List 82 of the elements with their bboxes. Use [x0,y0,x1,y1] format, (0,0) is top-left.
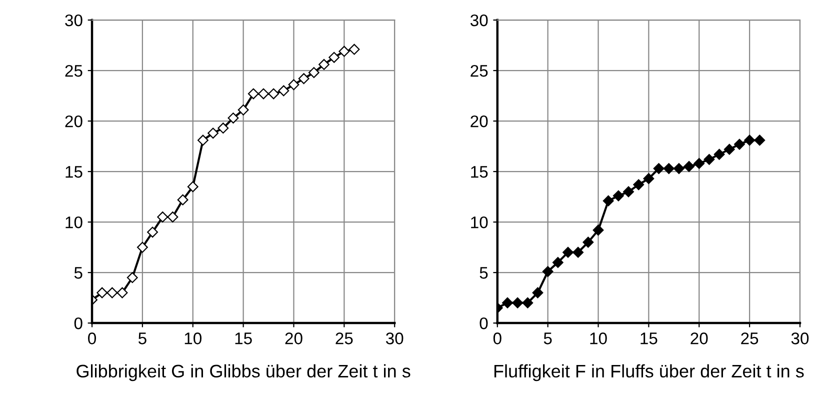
point [106,287,118,298]
point [187,181,198,192]
y-tick-label: 5 [74,267,82,279]
x-axis-title: Fluffigkeit F in Fluffs über der Zeit t in s [494,364,804,382]
point [582,236,594,248]
x-tick-label: 15 [640,332,658,344]
point [643,173,654,184]
x-tick-label: 10 [590,332,607,344]
x-tick-label: 0 [493,332,502,344]
point [208,128,219,139]
point [177,194,188,206]
x-tick-label: 20 [690,332,708,344]
point [623,186,634,198]
point [552,256,564,268]
point [714,148,725,160]
y-tick-label: 5 [480,267,488,279]
point [612,190,624,202]
x-axis-title: Glibbrigkeit G in Glibbs über der Zeit t in s [76,364,410,382]
y-tick-label: 25 [65,64,82,77]
point [157,212,168,222]
point [126,272,138,284]
point [562,246,574,258]
x-tick-label: 25 [336,332,353,344]
y-tick-label: 0 [74,317,82,330]
point [318,59,330,70]
point [116,287,128,298]
x-tick-label: 30 [791,332,809,344]
y-tick-label: 20 [65,115,82,128]
point [248,88,259,100]
point [218,122,229,134]
point [238,104,249,116]
x-tick-label: 0 [88,332,96,344]
point [96,287,108,298]
point [704,154,715,165]
point [542,266,554,277]
y-tick-label: 10 [66,216,82,228]
y-tick-label: 30 [470,14,488,26]
x-tick-label: 5 [544,332,552,344]
point [308,67,320,78]
point [268,88,280,100]
point [502,297,513,308]
point [198,134,208,146]
x-tick-label: 10 [184,332,202,344]
point [167,212,178,222]
point [744,134,756,146]
point [663,163,674,174]
point [724,144,735,155]
point [228,112,239,124]
y-tick-label: 0 [480,317,488,330]
y-tick-label: 15 [471,166,488,178]
point [278,85,290,96]
point [653,163,664,174]
y-tick-label: 15 [66,166,82,178]
x-tick-label: 20 [285,332,302,344]
point [572,246,584,258]
point [602,195,614,206]
point [522,297,534,308]
point [348,44,360,55]
y-tick-label: 30 [65,14,82,26]
point [532,287,544,298]
point [694,158,705,169]
point [258,88,269,100]
point [298,73,310,84]
x-tick-label: 15 [235,332,252,344]
y-tick-label: 10 [471,216,488,228]
point [684,161,695,172]
point [147,226,158,238]
point [328,52,340,63]
point [512,297,524,308]
point [754,134,766,146]
point [338,46,350,57]
point [592,224,604,236]
x-tick-label: 25 [741,332,758,344]
y-tick-label: 20 [470,115,488,128]
y-tick-label: 25 [470,64,488,77]
x-tick-label: 5 [138,332,146,344]
x-tick-label: 30 [386,332,404,344]
point [734,138,745,150]
point [633,179,644,190]
point [136,242,148,253]
point [288,79,300,90]
point [673,163,684,174]
